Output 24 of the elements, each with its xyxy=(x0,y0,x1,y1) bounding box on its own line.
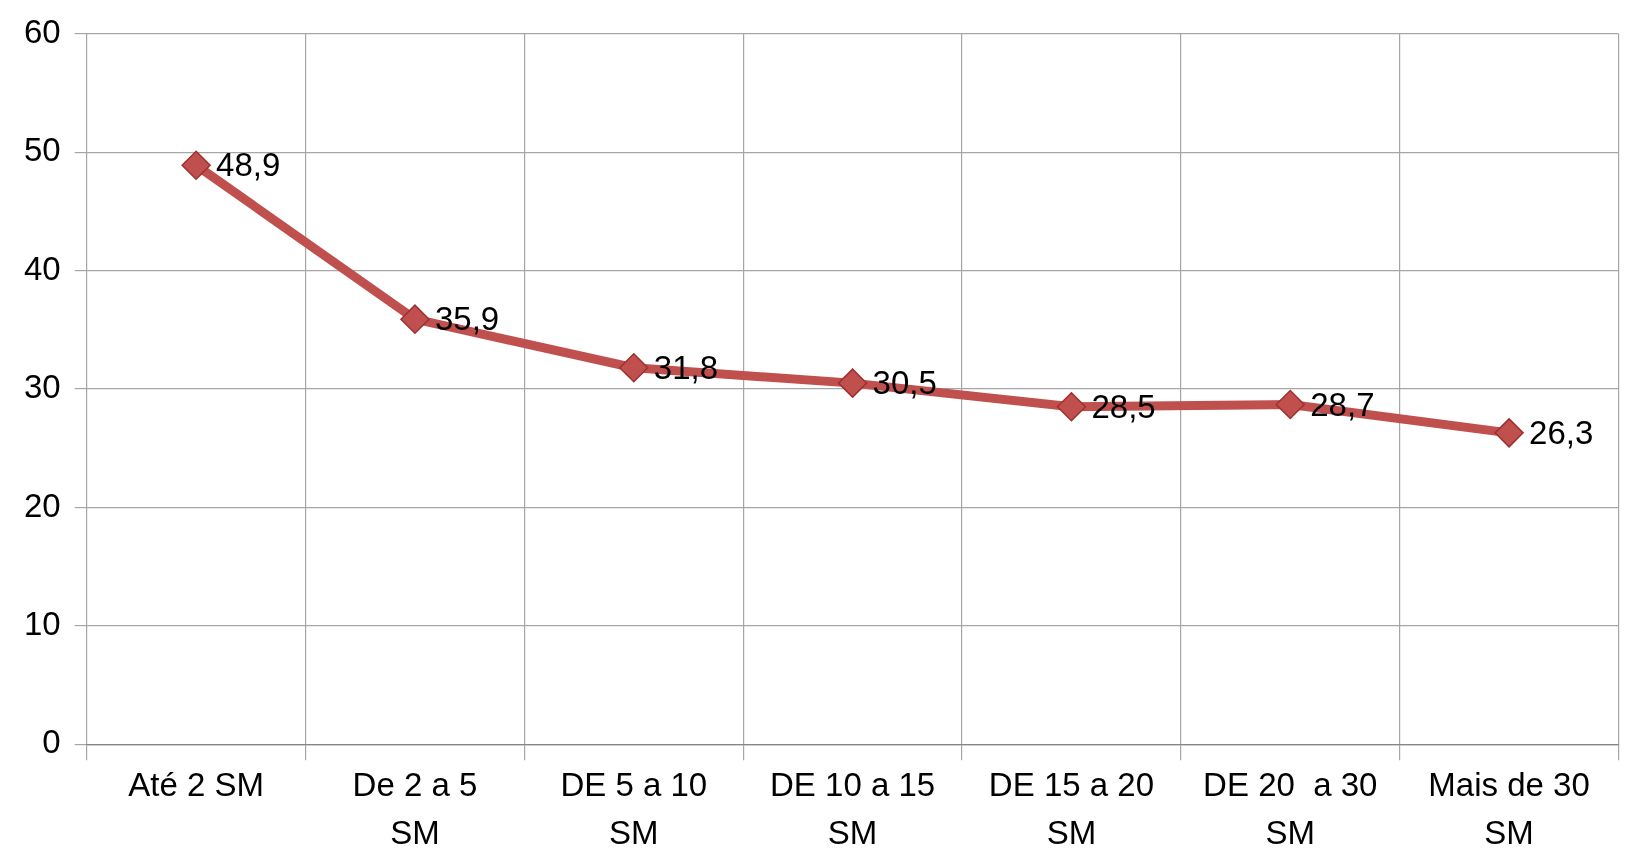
x-tick-label: Mais de 30 SM xyxy=(1428,766,1590,852)
y-tick-label: 0 xyxy=(42,723,61,761)
point xyxy=(837,368,868,398)
x-tick-label: DE 20 a 30 SM xyxy=(1203,766,1378,852)
y-tick-label: 30 xyxy=(23,368,61,406)
point xyxy=(1494,418,1524,448)
point xyxy=(619,352,649,383)
y-tick-label: 40 xyxy=(23,249,61,287)
text: 26,3 xyxy=(1529,413,1594,451)
point xyxy=(181,150,211,180)
y-tick-label: 50 xyxy=(23,131,61,169)
x-tick-label: DE 15 a 20 SM xyxy=(988,766,1154,852)
x-tick-label: De 2 a 5 SM xyxy=(352,766,478,852)
text: 48,9 xyxy=(216,146,281,184)
text: 35,9 xyxy=(434,300,500,338)
point xyxy=(400,304,430,334)
y-tick-label: 20 xyxy=(23,486,61,524)
x-tick-label: DE 5 a 10 SM xyxy=(560,766,708,852)
y-tick-label: 60 xyxy=(23,12,61,50)
point xyxy=(1275,389,1306,420)
y-tick-label: 10 xyxy=(23,604,61,642)
x-tick-label: DE 10 a 15 SM xyxy=(770,766,936,852)
x-tick-label: Até 2 SM xyxy=(128,766,264,804)
point xyxy=(1056,392,1087,422)
